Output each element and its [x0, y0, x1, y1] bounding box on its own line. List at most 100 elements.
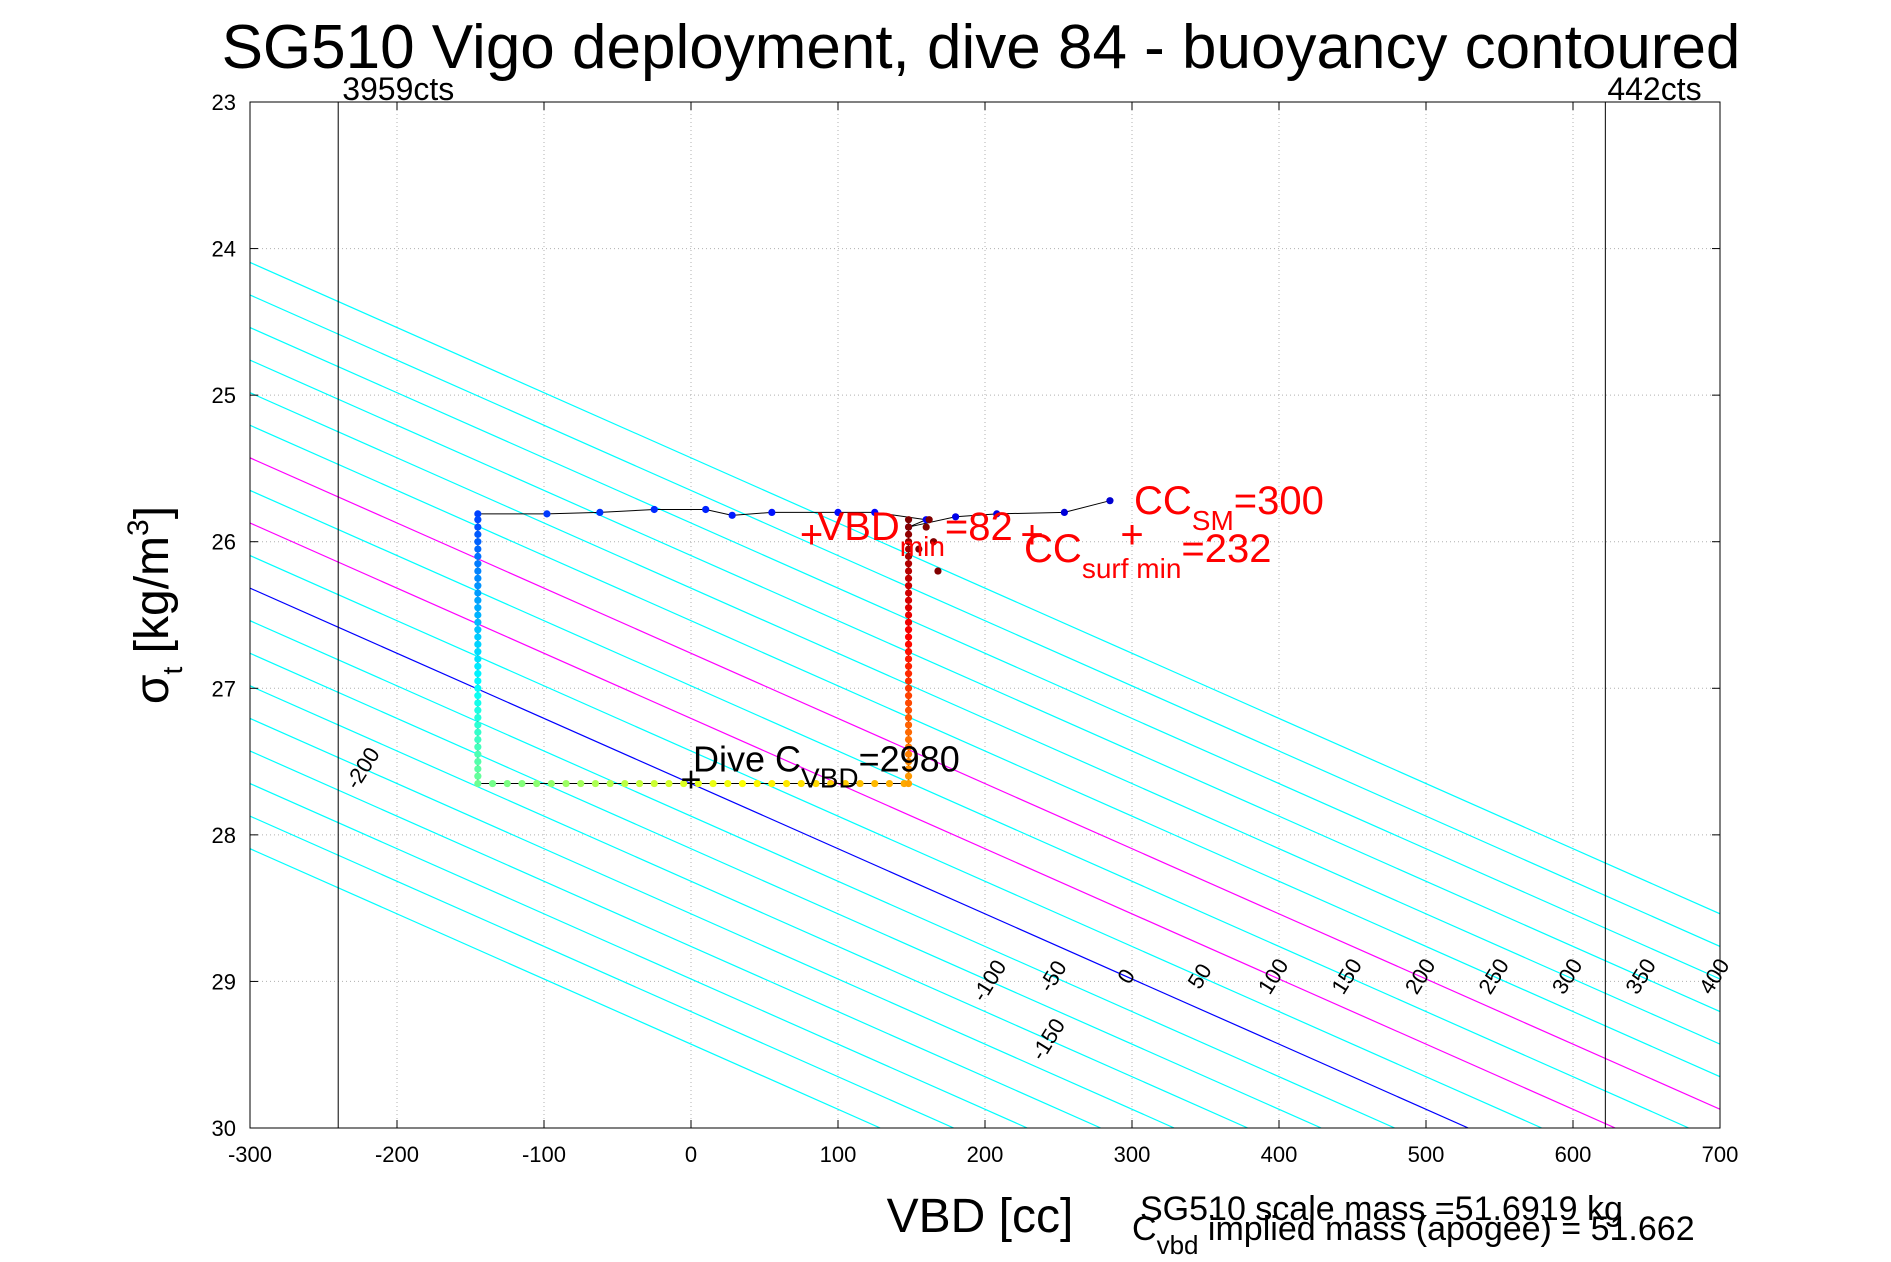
dive-point — [474, 728, 482, 736]
contour-label-bottom: 250 — [1473, 954, 1514, 998]
dive-point — [904, 545, 913, 553]
dive-point — [503, 779, 511, 788]
contour-label-bottom: 300 — [1547, 954, 1588, 998]
dive-point — [650, 505, 658, 514]
dive-point — [702, 505, 710, 514]
dive-point — [768, 508, 776, 516]
dive-point — [904, 626, 913, 634]
dive-point — [904, 735, 913, 744]
x-tick-label: 200 — [967, 1142, 1004, 1167]
y-tick-label: 30 — [212, 1116, 236, 1141]
dive-point — [904, 655, 913, 663]
dive-point — [474, 574, 482, 582]
dive-point — [904, 596, 913, 604]
contour-line — [250, 294, 1720, 948]
dive-point — [904, 779, 913, 788]
cc-sm-label: CCSM=300 — [1134, 479, 1324, 536]
contour-label-bottom: 200 — [1400, 954, 1441, 998]
dive-point — [841, 779, 849, 788]
dive-point — [680, 779, 688, 788]
dive-point — [474, 582, 482, 590]
buoyancy-contours: -200 -150 -100 -50 0 50 100 150 200 250 300 350 400 — [250, 261, 1734, 1128]
y-tick-label: 27 — [212, 676, 236, 701]
dive-point — [474, 743, 482, 751]
dive-point — [474, 677, 482, 685]
dive-point — [474, 765, 482, 773]
contour-line — [250, 261, 1720, 915]
dive-point — [1106, 497, 1114, 505]
dive-point — [474, 604, 482, 612]
y-tick-label: 23 — [212, 90, 236, 115]
cc-surf-min-label: CCsurf min=232 — [1024, 527, 1271, 584]
x-axis-ticks: -300 -200 -100 0 100 200 300 400 500 600 700 — [228, 102, 1738, 1167]
contour-line — [250, 685, 1249, 1128]
contour-label-bottom: 150 — [1326, 954, 1367, 998]
dive-point — [474, 750, 482, 758]
x-tick-label: -300 — [228, 1142, 272, 1167]
dive-point — [474, 633, 482, 641]
dive-point — [474, 670, 482, 678]
dive-point — [993, 510, 1001, 518]
dive-point — [952, 513, 960, 521]
dive-point — [474, 692, 482, 700]
dive-point — [694, 779, 702, 788]
dive-point — [904, 523, 913, 531]
contour-line — [250, 717, 1175, 1128]
dive-point — [904, 618, 913, 626]
dive-point — [474, 618, 482, 626]
dive-point — [738, 779, 747, 788]
dive-c-vbd-label: Dive CVBD=2980 — [693, 739, 960, 794]
dive-point — [904, 648, 913, 656]
vbd-min-label: VBDmin=82 — [818, 505, 1013, 562]
contour-label-bottom: 0 — [1112, 964, 1140, 988]
dive-point — [753, 779, 761, 788]
dive-point — [621, 779, 629, 788]
dive-point — [904, 765, 913, 773]
dive-point — [474, 567, 482, 575]
contour-line — [250, 522, 1616, 1128]
dive-point — [904, 530, 913, 538]
contour-line — [250, 326, 1720, 980]
dive-point — [885, 779, 894, 788]
dive-point — [474, 655, 482, 663]
vbd-min-marker: + — [800, 513, 823, 557]
dive-point — [904, 743, 913, 751]
contour-line — [250, 815, 955, 1128]
y-axis-label: σt [kg/m3] — [122, 506, 188, 704]
dive-point — [768, 779, 776, 788]
contour-label-bottom: 100 — [1253, 954, 1294, 998]
dive-point — [488, 779, 497, 788]
dive-point — [904, 670, 913, 678]
x-tick-label: -100 — [522, 1142, 566, 1167]
dive-point — [724, 779, 732, 788]
x-axis-label: VBD [cc] — [887, 1190, 1074, 1243]
dive-point — [904, 574, 913, 582]
dive-point — [904, 772, 913, 780]
dive-point — [904, 692, 913, 700]
y-tick-label: 25 — [212, 383, 236, 408]
x-tick-label: 0 — [685, 1142, 697, 1167]
vbd-limit-label: 3959cts — [342, 71, 454, 107]
dive-track — [474, 497, 1114, 788]
cc-sm-marker: + — [1120, 513, 1143, 557]
dive-point — [474, 706, 482, 714]
x-tick-label: 500 — [1408, 1142, 1445, 1167]
contour-line — [250, 750, 1102, 1128]
y-tick-label: 24 — [212, 237, 236, 262]
dive-point — [474, 640, 482, 648]
contour-label-bottom: 50 — [1183, 959, 1217, 993]
dive-point — [915, 545, 923, 553]
dive-point — [856, 779, 864, 788]
dive-point — [904, 750, 913, 758]
dive-point — [904, 677, 913, 685]
contour-line — [250, 554, 1543, 1128]
y-tick-label: 28 — [212, 823, 236, 848]
y-axis-ticks: 23 24 25 26 27 28 29 30 — [212, 90, 1720, 1141]
dive-point — [591, 779, 600, 788]
annotations: +VBDmin=82 +CCSM=300+CCsurf min=232+Dive … — [680, 479, 1323, 799]
y-tick-label: 29 — [212, 969, 236, 994]
dive-point — [871, 508, 879, 516]
contour-line — [250, 424, 1720, 1078]
dive-point — [474, 530, 482, 538]
